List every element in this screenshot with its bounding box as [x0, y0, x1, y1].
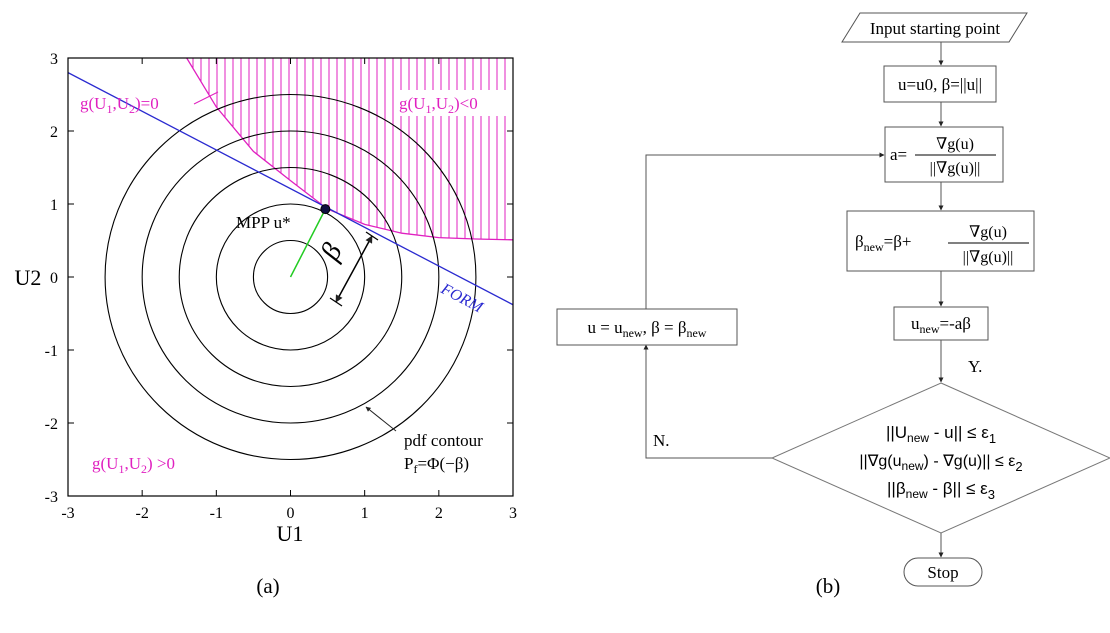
g-zero-leader — [193, 91, 219, 105]
pdf-contour-5 — [104, 93, 477, 461]
arrow-no-branch — [643, 344, 772, 459]
init-node — [883, 65, 997, 103]
form-approximation-line — [68, 72, 513, 306]
input-node — [841, 12, 1028, 43]
caption-a: (a) — [256, 574, 279, 598]
condition-1: ||Unew - u|| ≤ ε1 — [886, 423, 996, 446]
x-tick-labels: -3 -2 -1 0 1 2 3 — [61, 505, 517, 522]
y-axis-label: U2 — [15, 265, 42, 290]
panel-a-reliability-plot: -3 -2 -1 0 1 2 3 -3 -2 -1 0 1 2 3 U1 U2 β MPP u* FOR… — [15, 51, 517, 598]
x-axis-label-text: U1 — [277, 521, 304, 546]
y-tick-label-4: 1 — [50, 197, 58, 214]
y-tick-label-0: -3 — [45, 489, 58, 506]
input-node-text: Input starting point — [870, 19, 1001, 38]
beta-update-lhs: βnew=β+ — [855, 232, 911, 254]
beta-dimension-line — [335, 235, 373, 303]
beta-update-numerator: ∇g(u) — [969, 224, 1007, 241]
a-node-denominator: ||∇g(u)|| — [930, 160, 981, 177]
limit-state-curve — [186, 58, 513, 241]
beta-label: β — [314, 238, 348, 266]
condition-3: ||βnew - β|| ≤ ε3 — [887, 479, 995, 502]
g-pos-label: g(U1,U2) >0 — [92, 454, 175, 476]
mpp-vector — [289, 208, 327, 278]
x-axis-label: U1 — [277, 521, 304, 546]
x-tick-label-3: 0 — [287, 505, 295, 522]
axis-ticks — [67, 57, 514, 497]
pdf-contour-leader — [365, 406, 397, 432]
condition-2: ||∇g(unew) - ∇g(u)|| ≤ ε2 — [859, 453, 1022, 474]
mpp-label: MPP u* — [236, 213, 291, 232]
beta-dim-tick-a — [329, 297, 343, 307]
pdf-contour-label: pdf contour — [404, 431, 483, 450]
g-neg-label: g(U1,U2)<0 — [399, 94, 478, 116]
pdf-contour-4 — [141, 130, 440, 424]
y-axis-label-text: U2 — [15, 265, 42, 290]
x-tick-label-0: -3 — [61, 505, 74, 522]
arrow-loop-back — [645, 152, 885, 309]
x-tick-label-5: 2 — [435, 505, 443, 522]
unew-node-text: unew=-aβ — [911, 314, 971, 336]
panel-b-flowchart: Input starting point u=u0, β=||u|| a= ∇g… — [556, 12, 1110, 598]
yes-label: Y. — [968, 357, 982, 376]
stop-node-text: Stop — [927, 563, 958, 582]
a-node-lhs: a= — [890, 145, 907, 164]
g-neg-label-bg — [396, 90, 508, 116]
x-tick-label-4: 1 — [361, 505, 369, 522]
x-tick-label-6: 3 — [509, 505, 517, 522]
update-node — [556, 308, 738, 346]
caption-b: (b) — [816, 574, 841, 598]
pdf-contour-3 — [178, 166, 403, 388]
update-node-text: u = unew, β = βnew — [588, 318, 707, 340]
y-tick-label-6: 3 — [50, 51, 58, 68]
mpp-point — [320, 204, 331, 215]
init-node-text: u=u0, β=||u|| — [898, 75, 982, 94]
beta-update-node — [846, 210, 1035, 272]
g-zero-label: g(U1,U2)=0 — [80, 94, 159, 116]
y-tick-label-3: 0 — [50, 270, 58, 287]
y-tick-label-5: 2 — [50, 124, 58, 141]
x-tick-label-2: -1 — [210, 505, 223, 522]
y-tick-labels: -3 -2 -1 0 1 2 3 — [45, 51, 58, 506]
y-tick-label-2: -1 — [45, 343, 58, 360]
pdf-contour-1 — [252, 239, 329, 315]
no-label: N. — [653, 431, 670, 450]
stop-node — [903, 557, 983, 587]
x-tick-label-1: -2 — [136, 505, 149, 522]
y-tick-label-1: -2 — [45, 416, 58, 433]
form-label: FORM — [437, 280, 487, 317]
a-node-numerator: ∇g(u) — [936, 136, 974, 153]
pf-label: Pf=Φ(−β) — [404, 454, 469, 476]
beta-update-denominator: ||∇g(u)|| — [963, 249, 1014, 266]
beta-dim-tick-b — [365, 231, 379, 241]
unew-node — [893, 306, 989, 341]
